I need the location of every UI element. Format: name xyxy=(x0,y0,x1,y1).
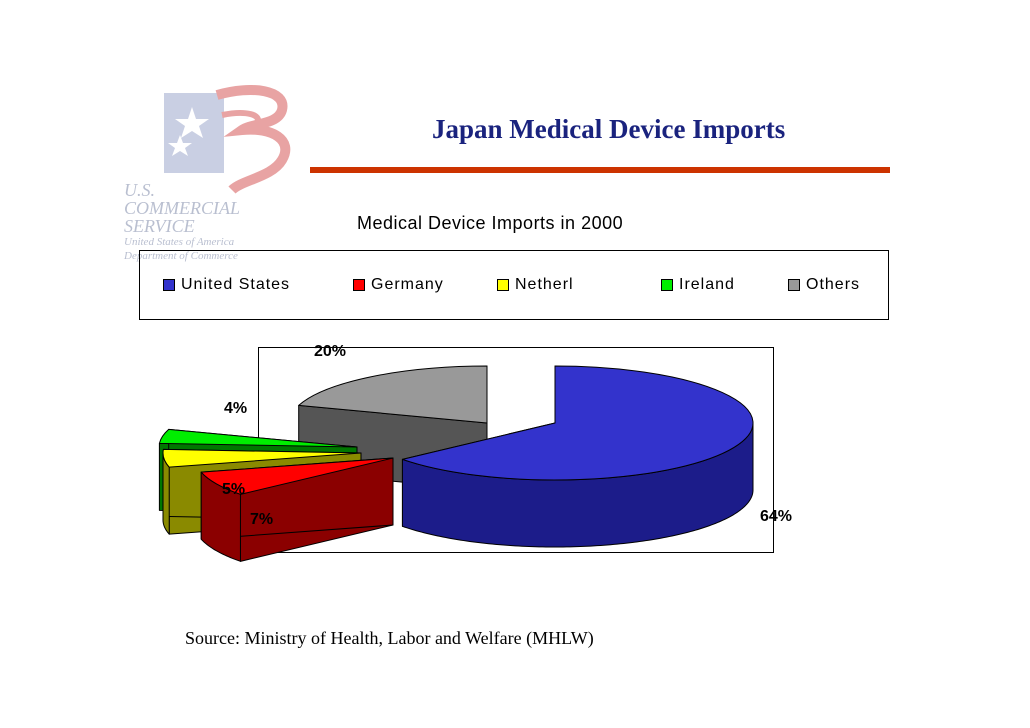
legend-label-others: Others xyxy=(806,276,861,293)
pie-slice-germany xyxy=(200,457,394,562)
data-label-germany: 7% xyxy=(250,511,274,528)
logo-text-service: SERVICE xyxy=(124,216,195,236)
logo-text-usa: United States of America xyxy=(124,236,235,248)
legend-item-united-states: United States xyxy=(163,276,291,293)
flag-star-logo-icon xyxy=(164,85,291,194)
legend-label-united-states: United States xyxy=(181,276,291,293)
pie-top-netherl xyxy=(162,448,362,468)
chart-legend: United States Germany Netherl Ireland Ot… xyxy=(139,250,889,320)
legend-swatch-united-states xyxy=(163,279,175,291)
source-note: Source: Ministry of Health, Labor and We… xyxy=(185,628,594,648)
pie-top-united-states xyxy=(401,365,754,481)
legend-item-others: Others xyxy=(788,276,861,293)
legend-label-ireland: Ireland xyxy=(679,276,735,293)
legend-swatch-ireland xyxy=(661,279,673,291)
data-label-ireland: 4% xyxy=(224,400,248,417)
pie-slice-united-states xyxy=(401,365,754,548)
legend-label-netherl: Netherl xyxy=(515,276,574,293)
data-label-netherl: 5% xyxy=(222,481,246,498)
legend-item-ireland: Ireland xyxy=(661,276,735,293)
data-label-united-states: 64% xyxy=(760,508,793,525)
logo-text-us: U.S. xyxy=(124,180,155,200)
legend-item-germany: Germany xyxy=(353,276,444,293)
logo-text-department: Department of Commerce xyxy=(124,250,238,262)
legend-swatch-netherl xyxy=(497,279,509,291)
legend-swatch-others xyxy=(788,279,800,291)
page-title: Japan Medical Device Imports xyxy=(432,114,786,144)
legend-label-germany: Germany xyxy=(371,276,444,293)
logo-text-commercial: COMMERCIAL xyxy=(124,198,240,218)
legend-swatch-germany xyxy=(353,279,365,291)
pie-top-others xyxy=(298,365,488,424)
us-commercial-service-logo: U.S. COMMERCIAL SERVICE United States of… xyxy=(122,85,322,275)
chart-title: Medical Device Imports in 2000 xyxy=(357,213,624,233)
title-underline-divider xyxy=(310,167,890,173)
data-label-others: 20% xyxy=(314,343,347,360)
pie-top-germany xyxy=(200,457,394,495)
legend-item-netherl: Netherl xyxy=(497,276,574,293)
pie-top-ireland xyxy=(158,428,358,448)
